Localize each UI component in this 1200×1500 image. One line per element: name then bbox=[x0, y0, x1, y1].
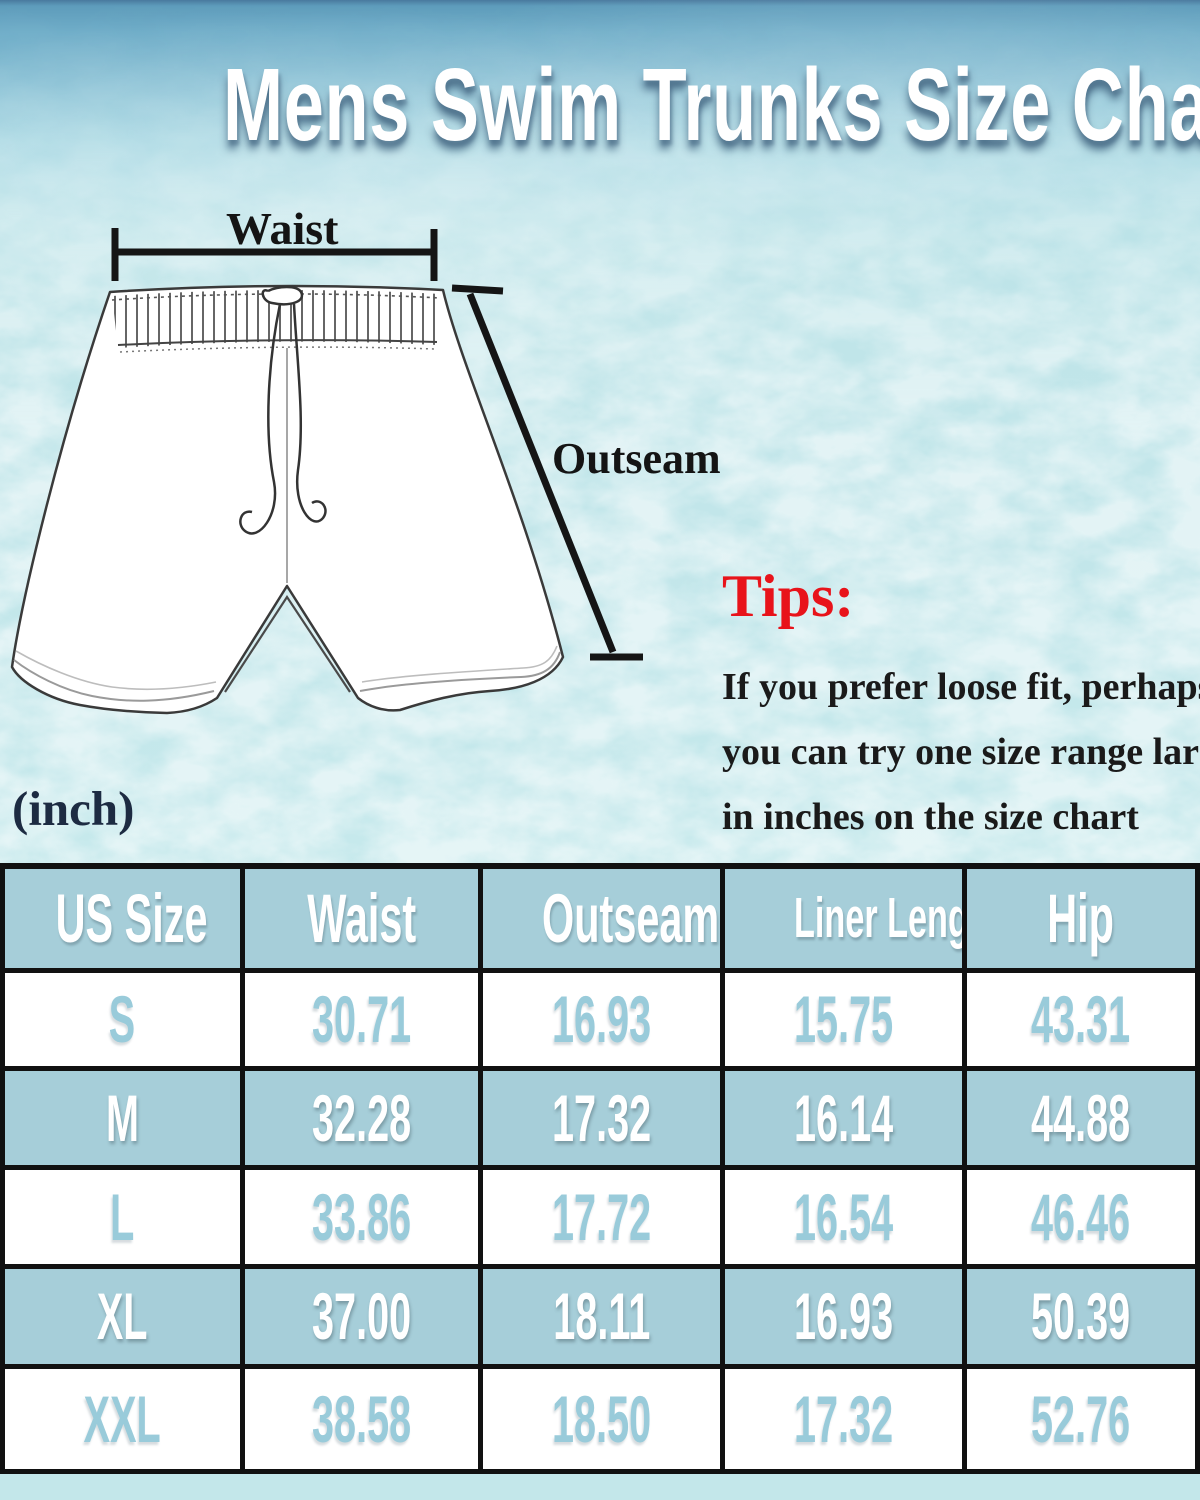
table-row-xxl: XXL 38.58 18.50 17.32 52.76 bbox=[0, 1363, 1200, 1474]
cell-waist: 30.71 bbox=[240, 967, 483, 1071]
cell-liner-length: 16.14 bbox=[720, 1065, 968, 1170]
cell-waist: 37.00 bbox=[240, 1263, 483, 1369]
shorts-outline bbox=[10, 284, 565, 715]
col-header-waist: Waist bbox=[240, 863, 483, 973]
cell-outseam: 18.11 bbox=[477, 1263, 726, 1369]
cell-hip: 52.76 bbox=[962, 1363, 1200, 1474]
drawstring bbox=[239, 285, 327, 535]
cell-hip: 43.31 bbox=[962, 967, 1200, 1071]
cell-outseam: 18.50 bbox=[477, 1363, 726, 1474]
outseam-measure-line bbox=[451, 284, 643, 661]
cell-size: M bbox=[0, 1065, 245, 1170]
cell-outseam: 17.32 bbox=[477, 1065, 726, 1170]
tips-line: If you prefer loose fit, perhaps bbox=[722, 666, 1200, 708]
cell-hip: 44.88 bbox=[962, 1065, 1200, 1170]
cell-outseam: 17.72 bbox=[477, 1164, 726, 1269]
page-title: Mens Swim Trunks Size Chart bbox=[222, 47, 1200, 162]
cell-size: XL bbox=[0, 1263, 245, 1369]
cell-waist: 33.86 bbox=[240, 1164, 483, 1269]
unit-label: (inch) bbox=[12, 781, 135, 836]
cell-liner-length: 17.32 bbox=[720, 1363, 968, 1474]
table-row-s: S 30.71 16.93 15.75 43.31 bbox=[0, 967, 1200, 1071]
waist-label: Waist bbox=[226, 203, 339, 254]
cell-liner-length: 16.54 bbox=[720, 1164, 968, 1269]
tips-line: in inches on the size chart bbox=[722, 796, 1139, 838]
col-header-outseam: Outseam bbox=[477, 863, 726, 973]
tips-heading: Tips: bbox=[722, 563, 855, 629]
cell-size: XXL bbox=[0, 1363, 245, 1474]
swim-trunks-illustration bbox=[10, 228, 643, 715]
col-header-liner-length: Liner Length bbox=[720, 863, 968, 973]
tips-line: you can try one size range larger bbox=[722, 731, 1200, 773]
size-table: US Size Waist Outseam Liner Length Hip S… bbox=[0, 863, 1200, 1500]
table-row-l: L 33.86 17.72 16.54 46.46 bbox=[0, 1164, 1200, 1269]
cell-liner-length: 15.75 bbox=[720, 967, 968, 1071]
table-header-row: US Size Waist Outseam Liner Length Hip bbox=[0, 863, 1200, 973]
cell-size: S bbox=[0, 967, 245, 1071]
waist-measure-line bbox=[111, 228, 438, 281]
cell-outseam: 16.93 bbox=[477, 967, 726, 1071]
cell-liner-length: 16.93 bbox=[720, 1263, 968, 1369]
cell-size: L bbox=[0, 1164, 245, 1269]
table-row-m: M 32.28 17.32 16.14 44.88 bbox=[0, 1065, 1200, 1170]
table-row-xl: XL 37.00 18.11 16.93 50.39 bbox=[0, 1263, 1200, 1369]
outseam-label: Outseam bbox=[552, 434, 721, 483]
cell-hip: 50.39 bbox=[962, 1263, 1200, 1369]
tips-body: If you prefer loose fit, perhaps you can… bbox=[722, 655, 1200, 850]
cell-hip: 46.46 bbox=[962, 1164, 1200, 1269]
cell-waist: 32.28 bbox=[240, 1065, 483, 1170]
col-header-us-size: US Size bbox=[0, 863, 245, 973]
cell-waist: 38.58 bbox=[240, 1363, 483, 1474]
col-header-hip: Hip bbox=[962, 863, 1200, 973]
